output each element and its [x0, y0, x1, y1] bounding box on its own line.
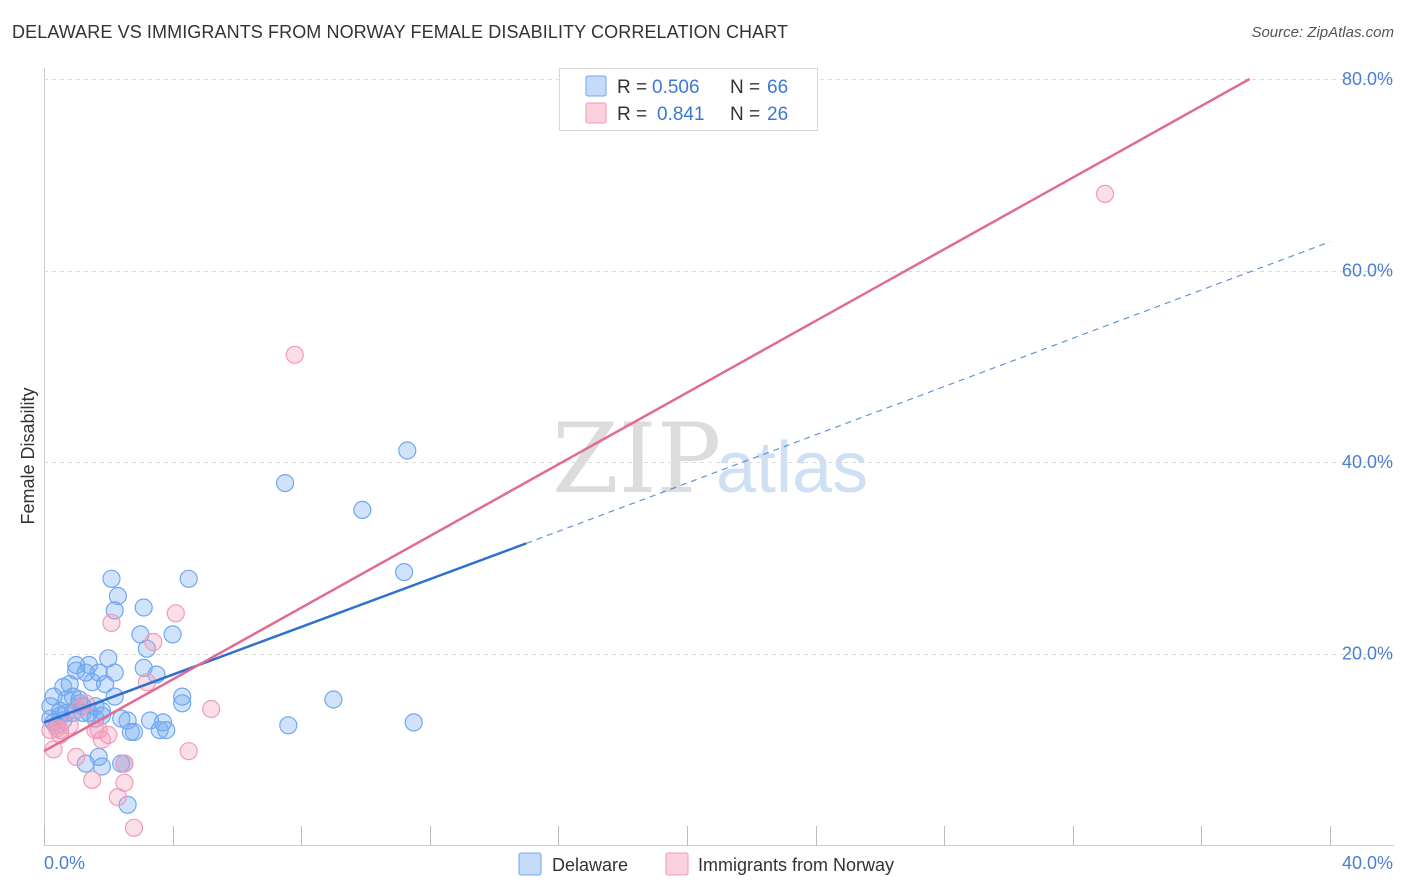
- data-point: [279, 716, 298, 735]
- watermark: ZIP atlas: [552, 403, 868, 515]
- data-point: [157, 720, 176, 740]
- legend-r-value-1: 0.506: [652, 77, 700, 98]
- data-point: [89, 663, 108, 682]
- data-point: [166, 604, 185, 623]
- data-point: [105, 663, 124, 682]
- data-point: [398, 441, 417, 460]
- legend-r-value-2: 0.841: [657, 104, 705, 125]
- data-point: [108, 586, 128, 606]
- data-point: [41, 720, 60, 740]
- data-point: [173, 687, 192, 706]
- data-point: [173, 694, 192, 713]
- data-point: [115, 754, 134, 773]
- data-point: [115, 773, 134, 792]
- data-point: [202, 699, 221, 719]
- source-label: Source: ZipAtlas.com: [1251, 24, 1394, 41]
- data-point: [67, 747, 86, 767]
- legend-r-label-1: R =: [617, 77, 647, 98]
- chart-title: DELAWARE VS IMMIGRANTS FROM NORWAY FEMAL…: [12, 22, 789, 42]
- bottom-legend-swatch-norway: [665, 852, 689, 876]
- data-point: [404, 713, 423, 732]
- data-point: [92, 757, 112, 776]
- legend-n-label-1: N =: [730, 77, 760, 98]
- trend-line-delaware-extension: [526, 241, 1331, 544]
- bottom-legend: Delaware Immigrants from Norway: [518, 852, 894, 876]
- y-axis-title: Female Disability: [18, 387, 38, 524]
- y-tick-label-80: 80.0%: [1342, 69, 1393, 89]
- data-point: [124, 818, 144, 837]
- x-ticks: [44, 826, 1331, 845]
- data-point: [102, 569, 121, 588]
- legend-n-value-1: 66: [767, 77, 788, 98]
- data-point: [179, 569, 198, 588]
- legend-swatch-delaware: [585, 75, 607, 97]
- data-point: [1095, 184, 1115, 203]
- data-point: [395, 562, 414, 582]
- data-point: [144, 632, 163, 652]
- data-point: [102, 613, 121, 633]
- data-point: [285, 345, 304, 364]
- trend-line-norway: [43, 77, 1251, 753]
- data-point: [50, 720, 70, 740]
- legend-swatch-norway: [585, 102, 607, 124]
- x-tick-label-max: 40.0%: [1342, 853, 1393, 873]
- y-tick-labels: 20.0% 40.0% 60.0% 80.0%: [1342, 69, 1393, 664]
- data-point: [163, 625, 182, 644]
- data-point: [124, 722, 144, 742]
- data-point: [79, 655, 99, 675]
- top-legend: R = 0.506 N = 66 R = 0.841 N = 26: [559, 68, 818, 131]
- data-point: [324, 690, 343, 709]
- data-point: [67, 655, 86, 675]
- bottom-legend-label-delaware: Delaware: [552, 855, 628, 875]
- data-point: [118, 711, 137, 730]
- gridlines: [44, 79, 1394, 655]
- data-point: [137, 639, 156, 658]
- watermark-atlas: atlas: [716, 428, 868, 508]
- data-point: [134, 598, 153, 617]
- trend-lines: [43, 77, 1331, 753]
- data-point: [47, 719, 67, 738]
- bottom-legend-label-norway: Immigrants from Norway: [698, 855, 894, 875]
- data-point: [179, 742, 198, 761]
- legend-r-label-2: R =: [617, 104, 647, 125]
- data-point: [41, 697, 60, 716]
- legend-n-label-2: N =: [730, 104, 760, 125]
- trend-line-delaware: [43, 542, 527, 724]
- data-point: [112, 709, 131, 728]
- data-point: [118, 795, 137, 814]
- series-delaware-points: [41, 441, 423, 814]
- y-tick-label-20: 20.0%: [1342, 644, 1393, 664]
- data-point: [99, 725, 118, 745]
- data-point: [89, 747, 108, 767]
- bottom-legend-swatch-delaware: [518, 852, 542, 876]
- data-point: [353, 500, 372, 519]
- data-point: [276, 474, 295, 493]
- legend-n-value-2: 26: [767, 104, 788, 125]
- y-tick-label-40: 40.0%: [1342, 452, 1393, 472]
- x-tick-label-min: 0.0%: [44, 853, 85, 873]
- y-tick-label-60: 60.0%: [1342, 261, 1393, 281]
- data-point: [83, 770, 102, 790]
